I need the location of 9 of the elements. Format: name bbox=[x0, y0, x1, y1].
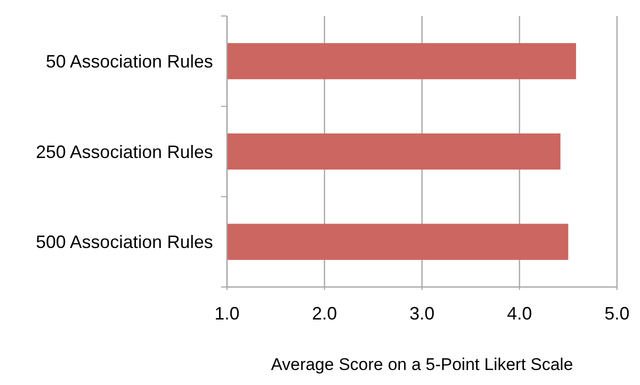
x-axis-title: Average Score on a 5-Point Likert Scale bbox=[270, 355, 574, 374]
y-tick-label: 500 Association Rules bbox=[36, 232, 213, 252]
x-tick-label: 3.0 bbox=[409, 303, 435, 324]
x-tick-label: 4.0 bbox=[506, 303, 532, 324]
x-tick-label: 2.0 bbox=[312, 303, 338, 324]
y-tick-label: 50 Association Rules bbox=[46, 51, 213, 72]
x-tick-label: 5.0 bbox=[604, 303, 630, 324]
y-tick-label: 250 Association Rules bbox=[36, 142, 213, 162]
x-tick-label: 1.0 bbox=[214, 303, 240, 324]
